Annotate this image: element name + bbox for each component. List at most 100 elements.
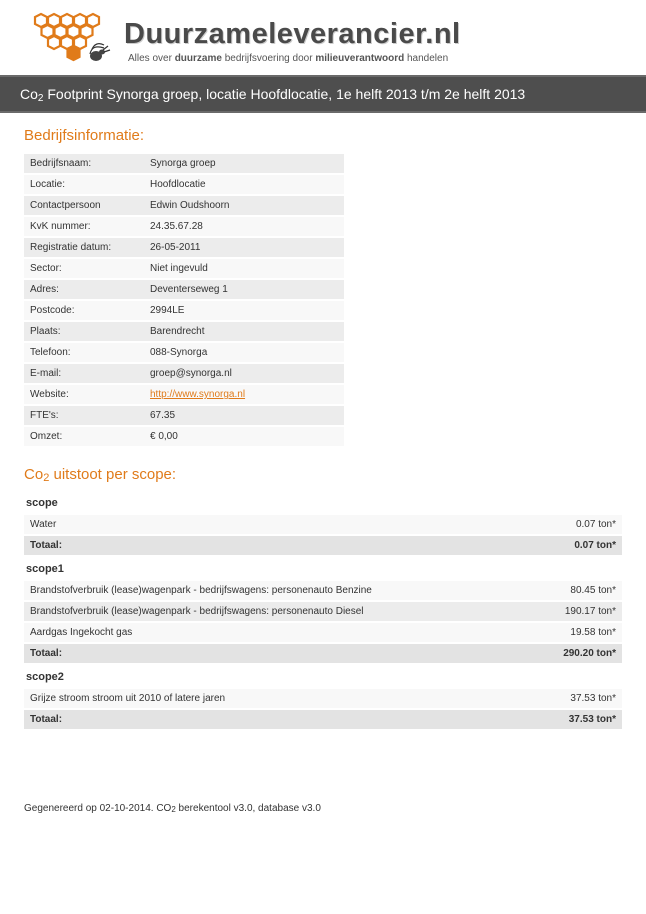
- footer-sub: 2: [171, 805, 175, 814]
- scope-row-label: Grijze stroom stroom uit 2010 of latere …: [24, 689, 489, 709]
- info-value: groep@synorga.nl: [144, 363, 344, 384]
- info-row: Sector:Niet ingevuld: [24, 258, 344, 279]
- info-key: E-mail:: [24, 363, 144, 384]
- scope-row-value: 19.58 ton*: [529, 622, 622, 643]
- scope-row: Brandstofverbruik (lease)wagenpark - bed…: [24, 581, 622, 601]
- scope-sub: 2: [43, 472, 49, 484]
- scope-row: Brandstofverbruik (lease)wagenpark - bed…: [24, 601, 622, 622]
- scope-row-value: 37.53 ton*: [489, 689, 622, 709]
- section-heading-scope: Co2 uitstoot per scope:: [24, 466, 622, 483]
- info-key: FTE's:: [24, 405, 144, 426]
- scope-row: Grijze stroom stroom uit 2010 of latere …: [24, 689, 622, 709]
- info-key: Omzet:: [24, 426, 144, 447]
- brand-tagline: Alles over duurzame bedrijfsvoering door…: [128, 53, 461, 64]
- brand-title: Duurzameleverancier.nl: [124, 18, 461, 51]
- info-row: ContactpersoonEdwin Oudshoorn: [24, 195, 344, 216]
- title-pre: Co: [20, 86, 38, 102]
- info-key: Plaats:: [24, 321, 144, 342]
- page-title-bar: Co2 Footprint Synorga groep, locatie Hoo…: [0, 75, 646, 113]
- scope-total-value: 37.53 ton*: [489, 709, 622, 730]
- tag-text: Alles over: [128, 53, 172, 64]
- scope-row: Water0.07 ton*: [24, 515, 622, 535]
- info-key: Contactpersoon: [24, 195, 144, 216]
- scope-row-value: 190.17 ton*: [529, 601, 622, 622]
- scope-total-row: Totaal:0.07 ton*: [24, 535, 622, 556]
- info-row: Website: http://www.synorga.nl: [24, 384, 344, 405]
- scope-total-row: Totaal:290.20 ton*: [24, 643, 622, 664]
- info-value: 088-Synorga: [144, 342, 344, 363]
- scope-name: scope1: [24, 559, 622, 581]
- info-value: 24.35.67.28: [144, 216, 344, 237]
- brand-block: Duurzameleverancier.nl Alles over duurza…: [124, 18, 461, 64]
- info-value: Synorga groep: [144, 154, 344, 174]
- info-row: E-mail:groep@synorga.nl: [24, 363, 344, 384]
- scope-block: scope1Brandstofverbruik (lease)wagenpark…: [24, 559, 622, 665]
- info-value: Barendrecht: [144, 321, 344, 342]
- info-row: Registratie datum:26-05-2011: [24, 237, 344, 258]
- info-value: Edwin Oudshoorn: [144, 195, 344, 216]
- info-row: Bedrijfsnaam:Synorga groep: [24, 154, 344, 174]
- info-value: Niet ingevuld: [144, 258, 344, 279]
- scope-row-label: Water: [24, 515, 294, 535]
- scope-rest: uitstoot per scope:: [49, 466, 176, 483]
- info-row: KvK nummer:24.35.67.28: [24, 216, 344, 237]
- scope-name: scope2: [24, 667, 622, 689]
- scope-total-value: 290.20 ton*: [529, 643, 622, 664]
- info-key: Bedrijfsnaam:: [24, 154, 144, 174]
- scope-total-label: Totaal:: [24, 709, 489, 730]
- info-key: Website:: [24, 384, 144, 405]
- scope-row: Aardgas Ingekocht gas19.58 ton*: [24, 622, 622, 643]
- site-header: Duurzameleverancier.nl Alles over duurza…: [0, 0, 646, 75]
- info-row: Postcode:2994LE: [24, 300, 344, 321]
- info-value: 2994LE: [144, 300, 344, 321]
- content-area: Bedrijfsinformatie: Bedrijfsnaam:Synorga…: [0, 113, 646, 753]
- info-key: Sector:: [24, 258, 144, 279]
- info-value: 67.35: [144, 405, 344, 426]
- title-rest: Footprint Synorga groep, locatie Hoofdlo…: [43, 86, 525, 102]
- info-row: Adres:Deventerseweg 1: [24, 279, 344, 300]
- info-value: € 0,00: [144, 426, 344, 447]
- scope-table: Grijze stroom stroom uit 2010 of latere …: [24, 689, 622, 731]
- scope-row-label: Brandstofverbruik (lease)wagenpark - bed…: [24, 581, 529, 601]
- scope-row-label: Aardgas Ingekocht gas: [24, 622, 529, 643]
- page-footer: Gegenereerd op 02-10-2014. CO2 berekento…: [0, 753, 646, 824]
- info-value: Hoofdlocatie: [144, 174, 344, 195]
- tag-text: handelen: [404, 53, 448, 64]
- tag-bold: duurzame: [175, 53, 222, 64]
- info-value: 26-05-2011: [144, 237, 344, 258]
- scope-row-label: Brandstofverbruik (lease)wagenpark - bed…: [24, 601, 529, 622]
- scope-block: scope2Grijze stroom stroom uit 2010 of l…: [24, 667, 622, 731]
- scope-table: Water0.07 ton*Totaal:0.07 ton*: [24, 515, 622, 557]
- info-row: FTE's:67.35: [24, 405, 344, 426]
- scopes-container: scopeWater0.07 ton*Totaal:0.07 ton*scope…: [24, 493, 622, 731]
- scope-row-value: 0.07 ton*: [294, 515, 623, 535]
- tag-text: bedrijfsvoering door: [222, 53, 313, 64]
- logo-honeycomb-icon: [30, 10, 112, 71]
- info-key: Registratie datum:: [24, 237, 144, 258]
- title-sub: 2: [38, 93, 44, 104]
- scope-name: scope: [24, 493, 622, 515]
- tag-bold: milieuverantwoord: [315, 53, 404, 64]
- info-key: KvK nummer:: [24, 216, 144, 237]
- info-key: Telefoon:: [24, 342, 144, 363]
- scope-row-value: 80.45 ton*: [529, 581, 622, 601]
- footer-text: berekentool v3.0, database v3.0: [176, 803, 321, 814]
- scope-total-label: Totaal:: [24, 643, 529, 664]
- info-row: Locatie:Hoofdlocatie: [24, 174, 344, 195]
- info-row: Telefoon:088-Synorga: [24, 342, 344, 363]
- scope-pre: Co: [24, 466, 43, 483]
- section-heading-info: Bedrijfsinformatie:: [24, 127, 622, 144]
- footer-text: Gegenereerd op 02-10-2014. CO: [24, 803, 171, 814]
- scope-total-row: Totaal:37.53 ton*: [24, 709, 622, 730]
- info-key: Postcode:: [24, 300, 144, 321]
- info-row: Omzet:€ 0,00: [24, 426, 344, 447]
- info-value: Deventerseweg 1: [144, 279, 344, 300]
- scope-table: Brandstofverbruik (lease)wagenpark - bed…: [24, 581, 622, 665]
- scope-total-label: Totaal:: [24, 535, 294, 556]
- info-value: http://www.synorga.nl: [144, 384, 344, 405]
- info-key: Locatie:: [24, 174, 144, 195]
- company-info-table: Bedrijfsnaam:Synorga groepLocatie:Hoofdl…: [24, 154, 344, 448]
- info-row: Plaats:Barendrecht: [24, 321, 344, 342]
- website-link[interactable]: http://www.synorga.nl: [150, 389, 245, 400]
- info-key: Adres:: [24, 279, 144, 300]
